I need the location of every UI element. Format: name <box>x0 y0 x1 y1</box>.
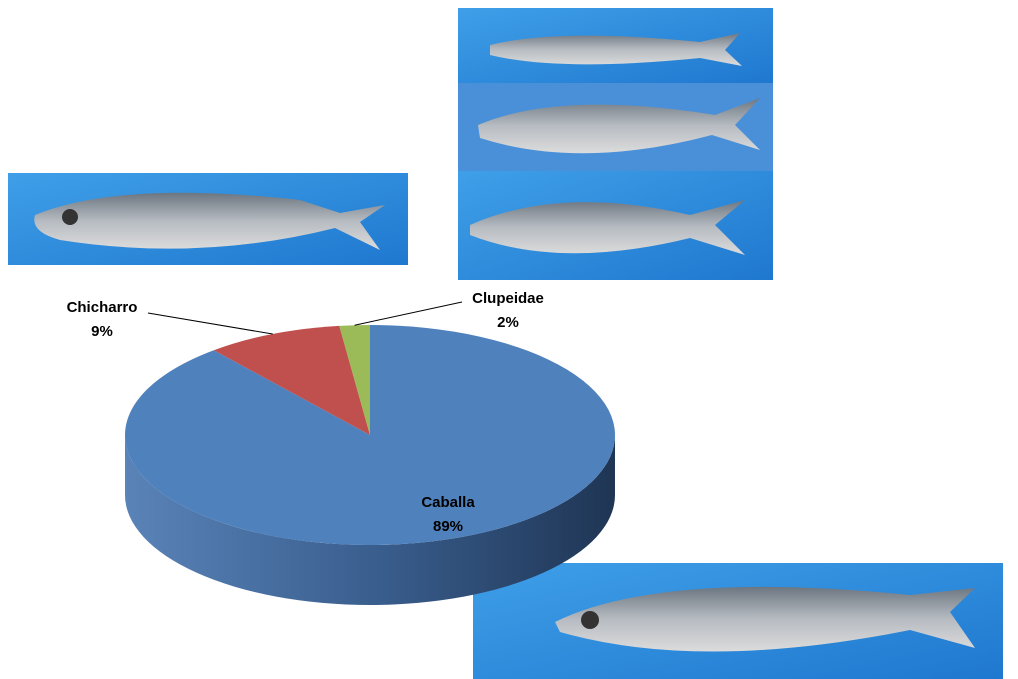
category-label: Caballa <box>421 494 475 511</box>
value-label: 2% <box>497 314 519 331</box>
pie-side <box>125 435 615 605</box>
category-label: Clupeidae <box>472 290 544 307</box>
photo-chicharro <box>8 173 408 265</box>
pie-slice <box>339 325 370 435</box>
leader-line <box>354 301 463 326</box>
pie-slice <box>124 325 615 545</box>
category-label: Chicharro <box>67 299 138 316</box>
pie-slice <box>213 325 370 435</box>
photo-clupeidae <box>458 8 773 280</box>
value-label: 89% <box>433 518 463 535</box>
photo-caballa <box>473 563 1003 679</box>
value-label: 9% <box>91 323 113 340</box>
leader-line <box>147 312 273 335</box>
